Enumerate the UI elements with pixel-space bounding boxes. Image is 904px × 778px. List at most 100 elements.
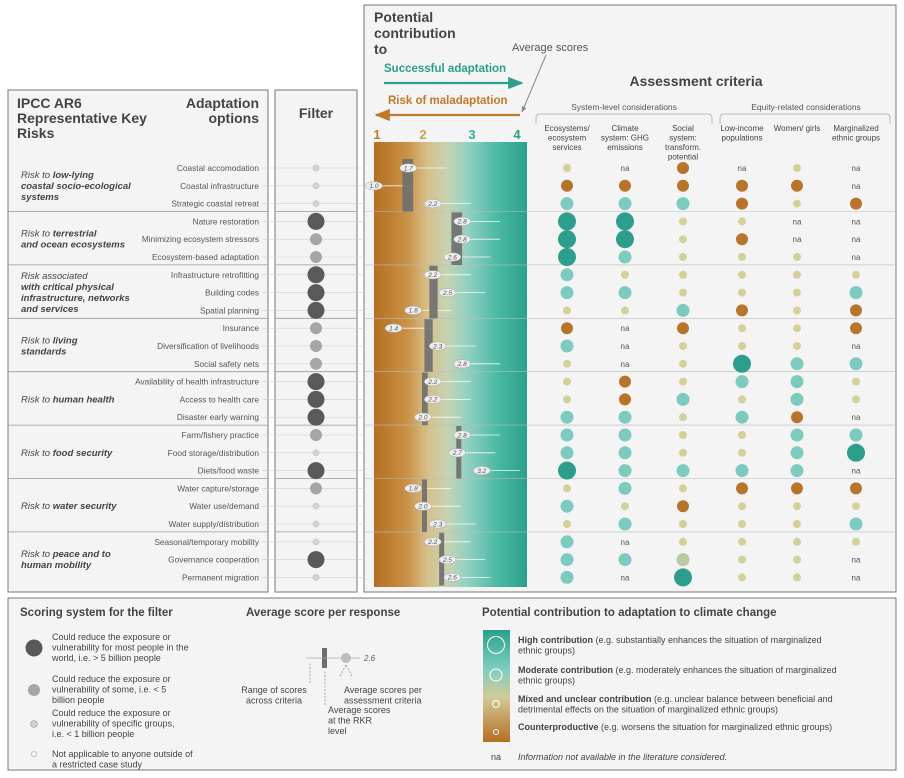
score-dot xyxy=(793,164,801,172)
score-dot xyxy=(563,359,571,368)
option-label: Food storage/distribution xyxy=(168,448,260,458)
criteria-header: Women/ girls xyxy=(774,124,821,133)
score-dot xyxy=(561,322,573,335)
avg-score-marker xyxy=(453,234,471,244)
score-dot xyxy=(735,464,749,478)
option-label: Insurance xyxy=(223,323,260,333)
scoring-item-text: Could reduce the exposure or vulnerabilit… xyxy=(51,632,189,663)
score-dot xyxy=(676,553,690,567)
avg-score-marker xyxy=(404,483,422,493)
score-dot xyxy=(619,179,631,192)
avg-score-value: 2.5 xyxy=(442,557,452,564)
score-dot xyxy=(618,446,632,460)
option-label: Water supply/distribution xyxy=(168,519,259,529)
score-dot xyxy=(791,411,803,424)
na-label: na xyxy=(621,324,630,333)
score-dot xyxy=(560,570,574,584)
risk-group-label: Risk associated with critical physical inf… xyxy=(21,271,130,315)
filter-dot xyxy=(310,322,322,335)
option-label: Diets/food waste xyxy=(198,466,260,476)
na-label: na xyxy=(738,164,747,173)
score-dot xyxy=(738,324,746,333)
score-dot xyxy=(679,342,687,350)
contribution-dot xyxy=(487,636,505,654)
score-dot xyxy=(793,270,801,279)
na-label: na xyxy=(621,360,630,369)
avg-score-value: 2.8 xyxy=(457,237,467,244)
score-dot xyxy=(738,537,746,546)
filter-dot xyxy=(307,462,325,480)
score-dot xyxy=(618,197,632,211)
example-avg-value: 2.6 xyxy=(363,654,376,663)
score-dot xyxy=(793,342,801,350)
score-dot xyxy=(676,303,690,317)
filter-dot xyxy=(312,520,320,528)
contribution-item-text: High contribution (e.g. substantially en… xyxy=(518,635,822,656)
avg-score-value: 2.0 xyxy=(417,504,427,511)
avg-score-value: 2.6 xyxy=(447,575,457,582)
average-scores-pointer xyxy=(521,54,547,113)
avg-score-marker xyxy=(438,288,457,298)
filter-dot xyxy=(312,200,320,208)
na-label: na xyxy=(793,217,802,226)
score-dot xyxy=(561,179,573,192)
score-dot xyxy=(790,375,804,389)
scale-tick: 4 xyxy=(513,127,521,142)
na-label: na xyxy=(852,164,861,173)
score-dot xyxy=(736,304,748,317)
score-dot xyxy=(621,306,629,315)
equity-bracket xyxy=(719,113,891,124)
na-label: na xyxy=(852,217,861,226)
risk-maladaptation-label: Risk of maladaptation xyxy=(388,95,508,107)
score-dot xyxy=(679,359,687,368)
avg-score-value: 2.5 xyxy=(442,290,452,297)
score-dot xyxy=(558,248,576,266)
score-dot xyxy=(558,230,576,249)
score-dot xyxy=(563,306,571,315)
score-dot xyxy=(738,395,746,404)
scoring-item-text: Not applicable to anyone outside of a res… xyxy=(52,749,193,770)
score-dot xyxy=(852,270,860,279)
contribution-title: Potential contribution to adaptation to … xyxy=(482,607,777,619)
contribution-item-text: Counterproductive (e.g. worsens the situ… xyxy=(518,722,832,732)
option-label: Social safety nets xyxy=(194,359,259,369)
criteria-header: Marginalized ethnic groups xyxy=(832,124,880,143)
score-dot xyxy=(850,197,862,210)
risk-group-label: Risk to terrestrial and ocean ecosystems xyxy=(21,229,125,251)
score-dot xyxy=(619,375,631,388)
score-dot xyxy=(558,461,576,480)
option-row: Social safety nets 2.8 na xyxy=(194,354,863,373)
option-label: Permanent migration xyxy=(182,572,259,582)
score-dot xyxy=(621,270,629,279)
avg-score-marker xyxy=(365,181,383,191)
score-dot xyxy=(679,377,687,386)
score-dot xyxy=(563,395,571,404)
score-dot xyxy=(850,304,862,317)
score-dot xyxy=(733,354,751,373)
successful-adaptation-label: Successful adaptation xyxy=(384,63,506,75)
score-dot xyxy=(560,286,574,300)
score-dot xyxy=(738,342,746,350)
avg-score-marker xyxy=(428,519,447,529)
score-dot xyxy=(736,179,748,192)
criteria-header: Social system: transform. potential xyxy=(665,124,701,162)
score-dot xyxy=(618,481,632,495)
na-label: na xyxy=(793,235,802,244)
score-dot xyxy=(793,555,801,564)
score-dot xyxy=(619,393,631,406)
risk-group-label: Risk to water security xyxy=(21,501,117,512)
filter-dot xyxy=(307,390,325,408)
avg-score-value: 2.8 xyxy=(457,361,467,368)
contribution-dot xyxy=(493,729,499,735)
filter-dot xyxy=(312,449,320,457)
rkr-panel xyxy=(7,89,269,593)
option-label: Coastal infrastructure xyxy=(180,181,259,191)
na-label: na xyxy=(621,538,630,547)
avg-score-value: 1.8 xyxy=(409,308,418,315)
risk-group-label: Risk to living standards xyxy=(21,336,78,358)
score-dot xyxy=(560,535,574,549)
avg-score-value: 2.0 xyxy=(417,415,427,422)
avg-score-value: 2.8 xyxy=(457,432,467,439)
avg-score-value: 1.7 xyxy=(404,165,413,172)
avg-score-value: 2.7 xyxy=(452,450,462,457)
